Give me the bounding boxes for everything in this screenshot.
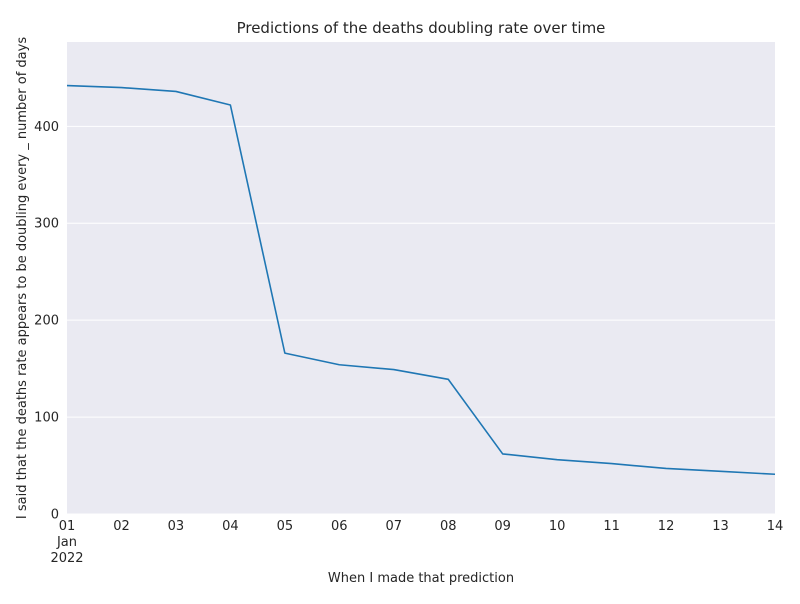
x-axis-label: When I made that prediction <box>328 571 514 586</box>
series-layer <box>66 84 776 476</box>
x-axis-month-label: Jan <box>56 535 77 550</box>
y-tick-label: 400 <box>34 120 59 135</box>
x-tick-label: 02 <box>113 519 130 534</box>
x-tick-label: 14 <box>767 519 784 534</box>
y-tick-label: 0 <box>51 508 59 523</box>
x-tick-label: 10 <box>549 519 566 534</box>
x-tick-label: 06 <box>331 519 348 534</box>
series-line <box>66 84 776 476</box>
plot-area <box>67 42 775 514</box>
y-tick-label: 100 <box>34 411 59 426</box>
x-tick-label: 03 <box>168 519 185 534</box>
y-axis-label: I said that the deaths rate appears to b… <box>15 37 30 519</box>
y-axis-ticks: 0 100 200 300 400 <box>34 120 59 523</box>
x-tick-label: 01 <box>59 519 76 534</box>
x-tick-label: 13 <box>712 519 729 534</box>
grid-lines <box>67 125 775 515</box>
x-axis-ticks: 01 02 03 04 05 06 07 08 09 10 11 12 13 14 <box>59 519 784 534</box>
x-tick-label: 08 <box>440 519 457 534</box>
x-axis-year-label: 2022 <box>50 551 83 566</box>
y-tick-label: 300 <box>34 217 59 232</box>
x-tick-label: 07 <box>385 519 402 534</box>
x-tick-label: 04 <box>222 519 239 534</box>
y-tick-label: 200 <box>34 314 59 329</box>
x-tick-label: 12 <box>658 519 675 534</box>
chart-title: Predictions of the deaths doubling rate … <box>237 19 606 37</box>
x-tick-label: 11 <box>603 519 620 534</box>
x-tick-label: 05 <box>277 519 294 534</box>
x-tick-label: 09 <box>494 519 511 534</box>
